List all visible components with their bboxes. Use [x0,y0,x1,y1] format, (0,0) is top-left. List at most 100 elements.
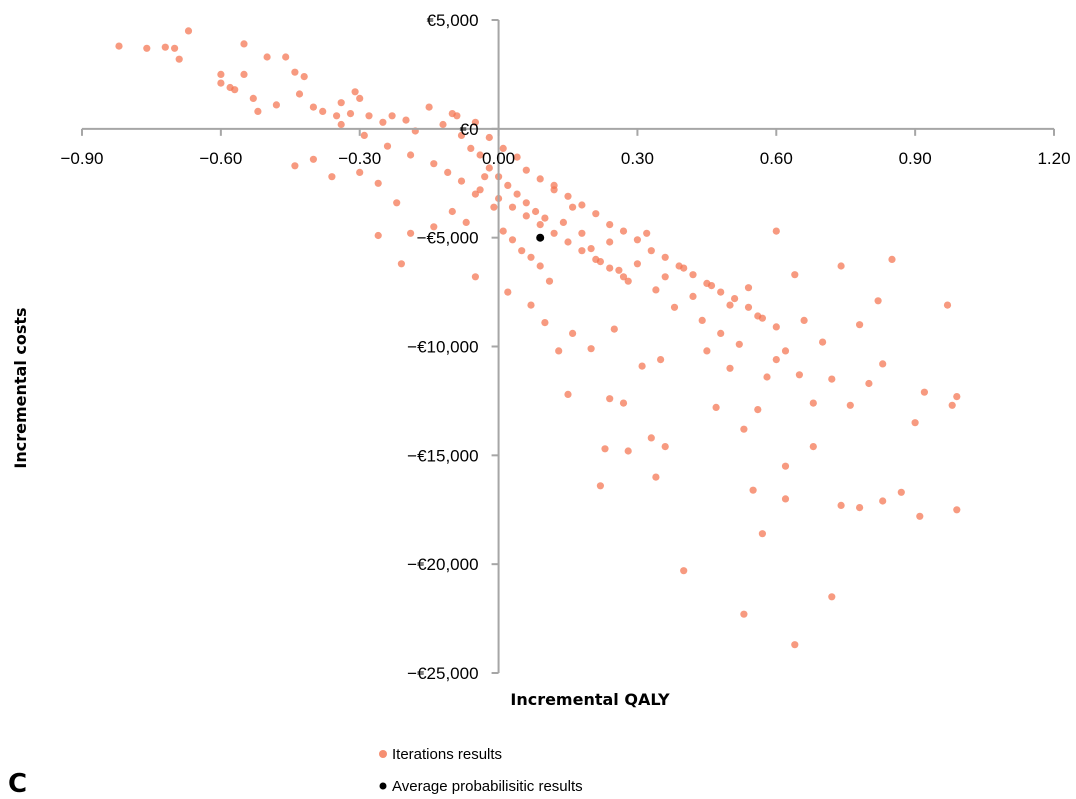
iteration-point [809,399,817,407]
iteration-point [249,94,257,102]
iteration-point [545,277,554,285]
iteration-point [240,40,248,48]
legend-label-average: Average probabilisitic results [392,778,583,795]
iteration-point [791,271,799,279]
iteration-point [457,131,466,139]
iteration-point [388,112,396,120]
x-tick-label: −0.30 [338,149,381,168]
legend-marker-average [379,782,387,790]
iteration-point [610,325,618,333]
iteration-point [161,43,169,51]
iteration-point [865,379,873,388]
iteration-point [953,506,961,514]
iteration-point [175,55,183,63]
iteration-point [564,390,572,398]
iteration-point [633,260,642,268]
iteration-point [499,227,507,235]
iteration-point [360,131,368,139]
iteration-point [476,186,484,194]
iteration-point [272,101,280,109]
x-tick-label: 0.30 [621,149,654,168]
iteration-point [624,277,632,285]
iteration-point [536,221,544,229]
iteration-point [518,247,526,255]
legend-marker-iterations [379,750,387,758]
iteration-point [837,262,845,270]
iteration-point [263,53,271,61]
iteration-point [143,44,151,52]
iteration-point [485,133,493,142]
iteration-point [550,186,558,194]
iteration-point [703,347,711,355]
iteration-point [837,501,845,509]
iteration-point [240,70,248,78]
iteration-point [911,419,919,427]
x-tick-label: −0.60 [199,149,242,168]
iteration-point [522,212,530,220]
iteration-point [309,103,317,111]
iteration-point [856,504,864,512]
iteration-point [809,443,817,451]
iteration-point [670,303,679,311]
panel-label: C [8,769,27,799]
iteration-point [508,203,517,211]
iteration-point [522,199,530,207]
iteration-point [772,323,780,331]
iteration-point [453,112,461,120]
legend: Iterations results Average probabilisiti… [379,746,583,795]
iteration-point [744,303,753,311]
iteration-point [527,253,535,261]
iteration-point [619,273,628,281]
iteration-point [550,229,558,237]
iteration-point [897,488,905,496]
iteration-point [383,142,392,150]
y-tick-label: −€10,000 [407,338,478,357]
iteration-point [485,164,493,172]
iteration-point [772,227,780,235]
iteration-point [471,190,479,198]
iteration-point [772,356,780,364]
iteration-point [647,247,655,255]
iteration-point [726,301,734,309]
iteration-point [578,201,586,209]
iteration-point [592,210,600,218]
iteration-point [606,238,614,246]
iteration-point [749,486,757,494]
iteration-point [527,301,535,309]
iteration-point [675,262,683,270]
iteration-point [504,181,512,189]
iteration-point [606,264,614,272]
iteration-point [916,512,924,520]
iteration-point [462,218,470,226]
iteration-point [231,86,239,94]
iteration-point [791,641,799,649]
iteration-point [758,530,767,538]
x-tick-label: 1.20 [1037,149,1070,168]
iteration-point [943,301,952,309]
iteration-point [457,177,466,185]
axes-layer [82,20,1054,673]
iteration-point [337,99,345,107]
iteration-point [217,70,225,78]
iteration-point [439,120,447,129]
iteration-point [781,495,790,503]
iteration-point [619,227,628,235]
iteration-point [689,292,697,300]
iteration-point [397,260,405,268]
iteration-point [374,179,382,187]
iteration-point [795,371,804,379]
iteration-point [953,393,961,401]
iteration-point [254,107,262,115]
iteration-point [425,103,433,111]
iteration-point [467,144,475,152]
iteration-point [559,218,568,226]
iteration-point [680,567,688,575]
iteration-point [856,321,864,329]
iteration-point [402,116,410,124]
iteration-point [587,345,595,353]
x-axis-title: Incremental QALY [510,690,670,709]
ticks-layer: −0.90 −0.60 −0.30 0.00 0.30 0.60 0.90 1.20 €5,00… [60,11,1070,683]
iteration-point [300,73,308,81]
iteration-point [379,118,387,126]
